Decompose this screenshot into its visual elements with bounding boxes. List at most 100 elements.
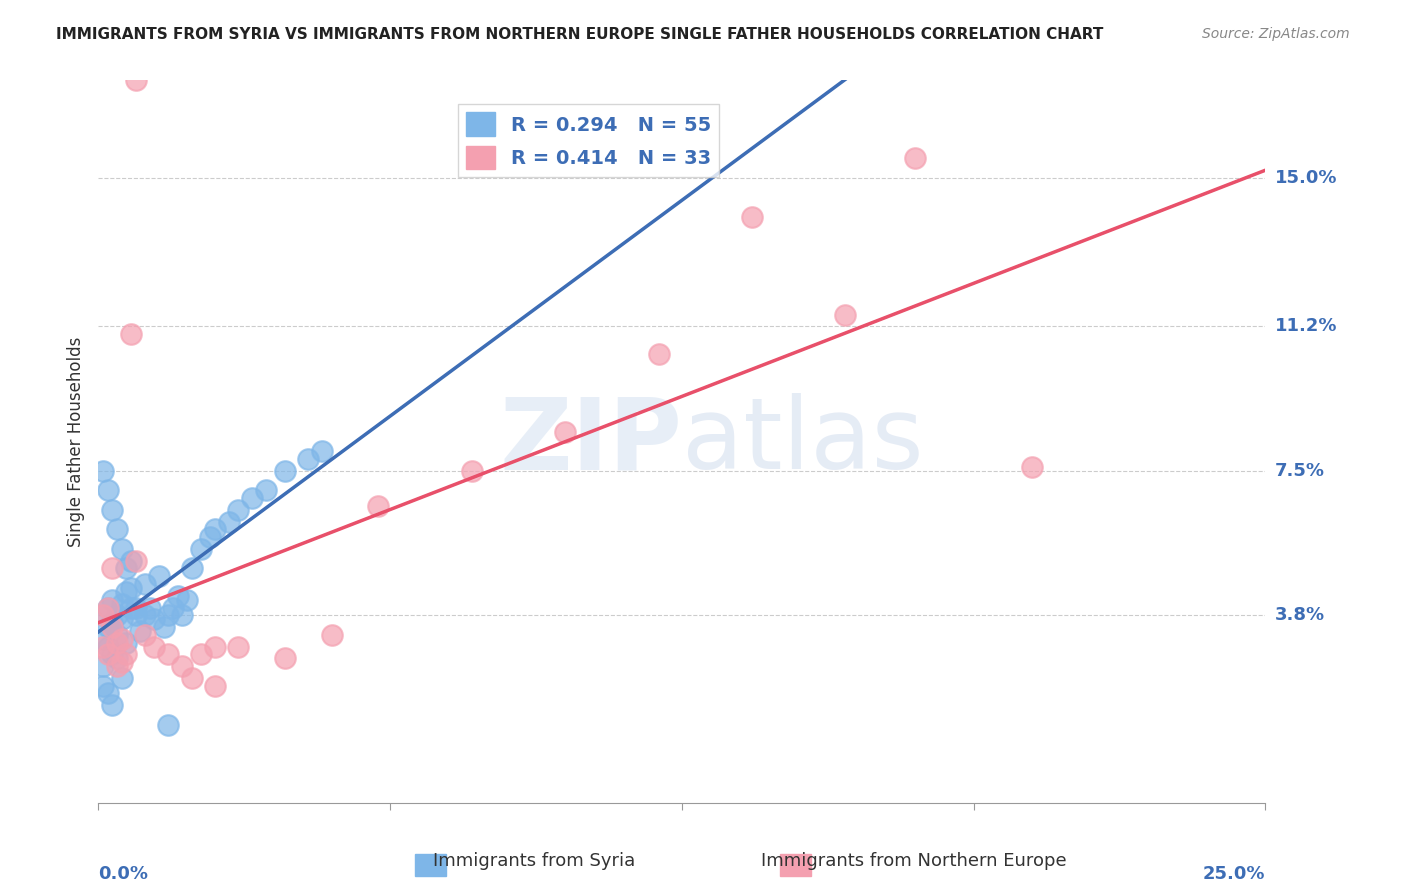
Point [105, 523, 128, 537]
Point [143, 612, 166, 626]
Y-axis label: Single Father Households: Single Father Households [66, 336, 84, 547]
Point [91, 608, 114, 623]
Text: IMMIGRANTS FROM SYRIA VS IMMIGRANTS FROM NORTHERN EUROPE SINGLE FATHER HOUSEHOLD: IMMIGRANTS FROM SYRIA VS IMMIGRANTS FROM… [56, 27, 1104, 42]
Point [91, 640, 114, 654]
Point [111, 612, 134, 626]
Point [204, 523, 226, 537]
Point [274, 651, 297, 665]
Point [180, 671, 202, 685]
Point [554, 425, 576, 439]
Point [91, 679, 114, 693]
Point [321, 628, 343, 642]
Point [97, 648, 120, 662]
Point [120, 581, 142, 595]
Point [311, 444, 333, 458]
Text: 15.0%: 15.0% [1275, 169, 1337, 187]
Point [105, 651, 128, 665]
Point [115, 635, 138, 649]
Point [91, 608, 114, 623]
Point [148, 569, 170, 583]
Point [204, 640, 226, 654]
Text: 0.0%: 0.0% [98, 865, 149, 883]
Point [741, 210, 763, 224]
Point [115, 561, 138, 575]
Point [172, 608, 194, 623]
Point [190, 648, 212, 662]
Point [111, 655, 134, 669]
Point [157, 717, 180, 731]
Text: atlas: atlas [682, 393, 924, 490]
Point [105, 608, 128, 623]
Point [190, 541, 212, 556]
Point [129, 624, 152, 638]
Point [111, 671, 134, 685]
Point [200, 530, 222, 544]
Point [97, 620, 120, 634]
Point [157, 608, 180, 623]
Point [101, 620, 124, 634]
Point [91, 632, 114, 646]
Point [152, 620, 174, 634]
Point [157, 648, 180, 662]
Point [101, 592, 124, 607]
Point [111, 541, 134, 556]
Point [204, 679, 226, 693]
Point [162, 600, 184, 615]
Point [256, 483, 278, 498]
Point [91, 659, 114, 673]
Point [125, 600, 148, 615]
Point [134, 577, 156, 591]
Point [297, 452, 319, 467]
Point [97, 600, 120, 615]
Point [180, 561, 202, 575]
Point [120, 554, 142, 568]
Point [139, 600, 162, 615]
Legend: R = 0.294   N = 55, R = 0.414   N = 33: R = 0.294 N = 55, R = 0.414 N = 33 [458, 104, 718, 178]
Point [228, 503, 250, 517]
Point [101, 561, 124, 575]
Point [228, 640, 250, 654]
Point [1021, 459, 1043, 474]
Point [461, 464, 484, 478]
Point [172, 659, 194, 673]
Point [125, 608, 148, 623]
Point [115, 648, 138, 662]
Point [97, 600, 120, 615]
Point [105, 628, 128, 642]
Point [367, 499, 389, 513]
Point [125, 554, 148, 568]
Text: 11.2%: 11.2% [1275, 318, 1337, 335]
Text: ZIP: ZIP [499, 393, 682, 490]
Text: Immigrants from Northern Europe: Immigrants from Northern Europe [761, 852, 1067, 870]
Point [647, 346, 669, 360]
Text: 7.5%: 7.5% [1275, 462, 1324, 480]
Point [97, 640, 120, 654]
Point [120, 327, 142, 342]
Point [134, 628, 156, 642]
Text: Immigrants from Syria: Immigrants from Syria [433, 852, 636, 870]
Point [101, 698, 124, 713]
Text: 3.8%: 3.8% [1275, 607, 1324, 624]
Point [242, 491, 264, 505]
Point [143, 640, 166, 654]
Point [105, 635, 128, 649]
Point [105, 659, 128, 673]
Point [125, 73, 148, 87]
Point [134, 608, 156, 623]
Point [111, 597, 134, 611]
Point [218, 515, 240, 529]
Point [176, 592, 198, 607]
Point [111, 632, 134, 646]
Text: Source: ZipAtlas.com: Source: ZipAtlas.com [1202, 27, 1350, 41]
Point [101, 648, 124, 662]
Point [120, 600, 142, 615]
Point [166, 589, 188, 603]
Point [115, 585, 138, 599]
Point [834, 308, 856, 322]
Point [97, 686, 120, 700]
Point [904, 152, 927, 166]
Point [274, 464, 297, 478]
Point [101, 616, 124, 631]
Point [97, 483, 120, 498]
Text: 25.0%: 25.0% [1204, 865, 1265, 883]
